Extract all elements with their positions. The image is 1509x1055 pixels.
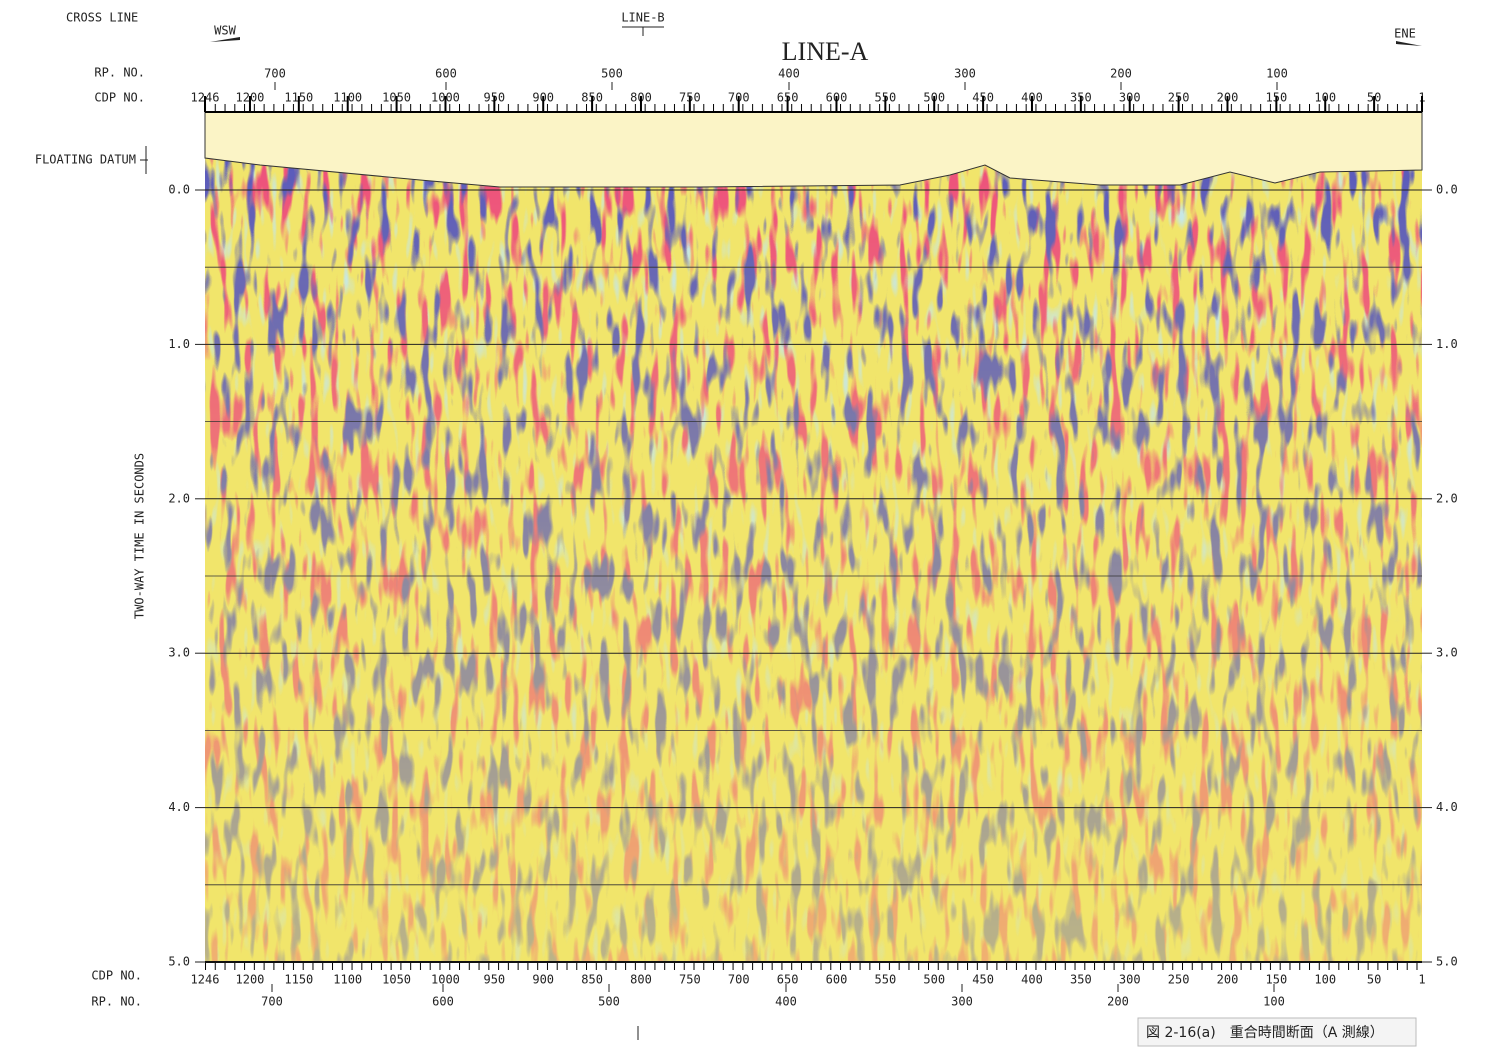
cdp-tick-label: 150 — [1266, 973, 1288, 987]
caption: 図 2-16(a) 重合時間断面（A 測線） — [1146, 1025, 1384, 1041]
rp-tick-label: 300 — [951, 995, 973, 1009]
title: LINE-A — [782, 37, 869, 66]
cdp-tick-label: 1000 — [431, 973, 460, 987]
time-tick-label: 2.0 — [168, 491, 190, 505]
cdp-tick-label: 50 — [1367, 973, 1381, 987]
bottom-scale — [205, 962, 1422, 970]
time-tick-label: 1.0 — [1436, 337, 1458, 351]
time-tick-label: 4.0 — [1436, 800, 1458, 814]
cdp-tick-label: 450 — [972, 973, 994, 987]
time-tick-label: 5.0 — [168, 955, 190, 969]
caption-box — [1137, 1017, 1417, 1047]
time-tick-label: 1.0 — [168, 337, 190, 351]
time-tick-label: 0.0 — [168, 183, 190, 197]
cdp-tick-label: 300 — [1119, 973, 1141, 987]
rp-tick-label: 100 — [1263, 995, 1285, 1009]
cdp-tick-label: 400 — [1021, 973, 1043, 987]
section — [204, 104, 1423, 970]
cdp-tick-label: 750 — [679, 973, 701, 987]
cdp-tick-label: 1100 — [333, 973, 362, 987]
wsw-label: WSW — [214, 24, 236, 38]
rp-tick-label: 200 — [1110, 67, 1132, 81]
cdp-tick-label: 1050 — [382, 973, 411, 987]
cdp-tick-label: 250 — [1168, 973, 1190, 987]
rp-tick-label: 200 — [1107, 995, 1129, 1009]
rp-tick-label: 600 — [432, 995, 454, 1009]
cdp-tick-label: 800 — [630, 973, 652, 987]
time-tick-label: 4.0 — [168, 800, 190, 814]
time-tick-label: 3.0 — [1436, 646, 1458, 660]
cdp-tick-label: 500 — [923, 973, 945, 987]
top-scale — [205, 104, 1422, 112]
time-tick-label: 2.0 — [1436, 491, 1458, 505]
rp-tick-label: 400 — [775, 995, 797, 1009]
cdp-tick-label: 700 — [728, 973, 750, 987]
cdp-tick-label: 1 — [1418, 973, 1425, 987]
cdp-tick-label: 550 — [875, 973, 897, 987]
time-tick-label: 0.0 — [1436, 183, 1458, 197]
cdp-tick-label: 950 — [483, 973, 505, 987]
rp-tick-label: 500 — [598, 995, 620, 1009]
cdp-tick-label: 350 — [1070, 973, 1092, 987]
cdp-tick-label: 1200 — [236, 973, 265, 987]
ene-label: ENE — [1394, 27, 1416, 41]
cdp-tick-label: 1246 — [191, 973, 220, 987]
rp-tick-label: 400 — [778, 67, 800, 81]
cross-line-label: CROSS LINE — [66, 11, 138, 25]
arrow — [1396, 41, 1422, 46]
cdp-tick-label: 650 — [777, 973, 799, 987]
rp-axis-label: RP. NO. — [94, 66, 145, 80]
rp-tick-label: 100 — [1266, 67, 1288, 81]
cdp-tick-label: 200 — [1217, 973, 1239, 987]
rp-axis-label: RP. NO. — [91, 995, 142, 1009]
floating-datum-label: FLOATING DATUM — [35, 153, 136, 167]
rp-tick-label: 700 — [261, 995, 283, 1009]
cdp-tick-label: 900 — [532, 973, 554, 987]
time-tick-label: 3.0 — [168, 646, 190, 660]
line-b-label: LINE-B — [621, 11, 664, 25]
arrow — [210, 37, 240, 42]
cdp-tick-label: 1150 — [284, 973, 313, 987]
time-axis-label: TWO-WAY TIME IN SECONDS — [133, 453, 147, 619]
rp-tick-label: 700 — [264, 67, 286, 81]
texture — [205, 155, 1422, 962]
elevation-profile — [204, 111, 1423, 188]
rp-tick-label: 600 — [435, 67, 457, 81]
rp-tick-label: 300 — [954, 67, 976, 81]
time-tick-label: 5.0 — [1436, 955, 1458, 969]
cdp-axis-label: CDP NO. — [91, 969, 142, 983]
cdp-tick-label: 100 — [1314, 973, 1336, 987]
cdp-tick-label: 850 — [581, 973, 603, 987]
cdp-axis-label: CDP NO. — [94, 91, 145, 105]
cdp-tick-label: 600 — [826, 973, 848, 987]
rp-tick-label: 500 — [601, 67, 623, 81]
